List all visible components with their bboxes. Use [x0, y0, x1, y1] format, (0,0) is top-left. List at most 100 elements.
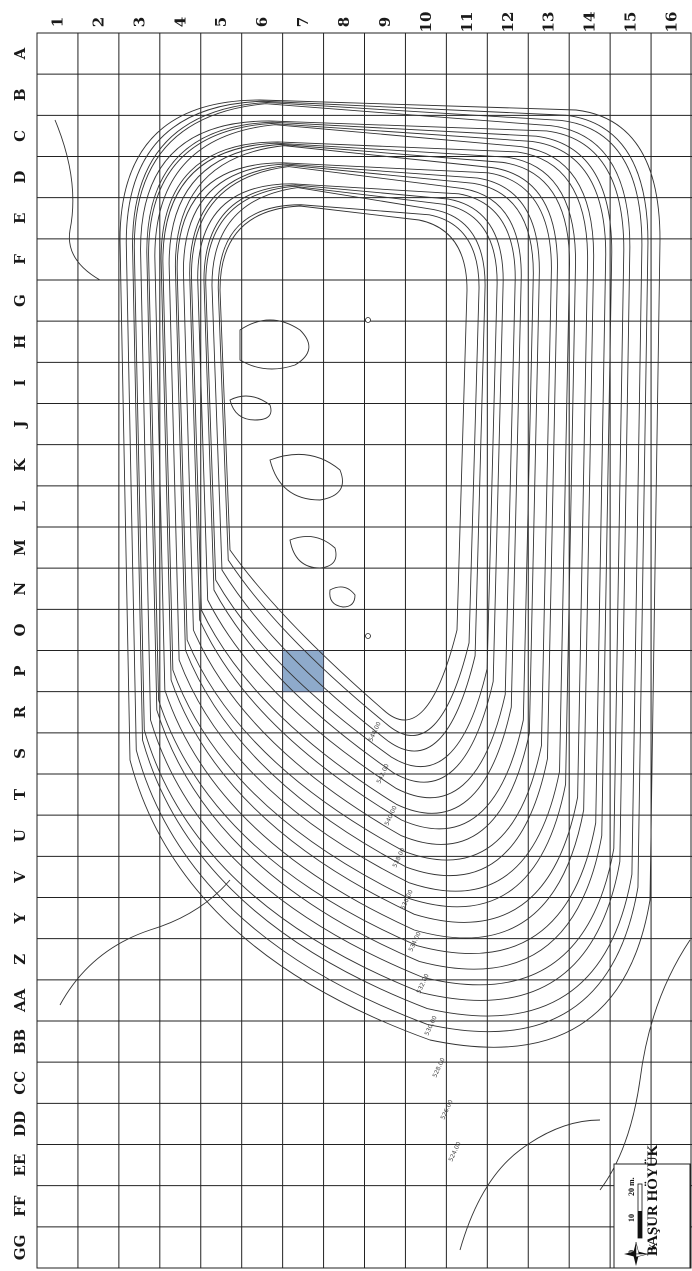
row-label: M: [11, 539, 29, 556]
column-label: 2: [89, 17, 107, 27]
column-label: 3: [130, 17, 148, 27]
row-label: K: [11, 458, 29, 472]
row-label: A: [11, 47, 29, 60]
row-label: T: [11, 788, 29, 800]
column-label: 12: [499, 12, 517, 33]
contour-line: [154, 124, 595, 939]
contour-line: [599, 939, 691, 1191]
summit-contour: [239, 319, 310, 370]
contour-line: [119, 99, 661, 1048]
contour-line: [205, 185, 498, 767]
column-label: 13: [540, 12, 558, 33]
contour-line: [182, 163, 540, 845]
elevation-label: 544.00: [367, 721, 382, 743]
summit-contour: [229, 395, 272, 421]
row-label: L: [11, 501, 29, 512]
row-label: EE: [11, 1154, 29, 1177]
row-label: CC: [11, 1071, 29, 1095]
contour-line: [217, 204, 480, 736]
contour-line: [132, 102, 643, 1017]
row-label: D: [11, 171, 29, 184]
contour-line: [190, 166, 522, 814]
row-label: P: [11, 665, 29, 676]
contour-line: [59, 879, 231, 1006]
contour-lines: [54, 99, 691, 1251]
row-label: Z: [11, 954, 29, 965]
row-label: FF: [11, 1195, 29, 1217]
contour-line: [148, 122, 607, 954]
north-letter: K: [648, 1243, 657, 1250]
row-label: N: [11, 582, 29, 596]
legend-title: BAŞUR HÖYÜK: [644, 1144, 661, 1256]
row-label: B: [11, 88, 29, 101]
north-arrow-icon: [624, 1241, 649, 1266]
contour-line: [54, 119, 101, 281]
elevation-label: 530.00: [423, 1015, 438, 1037]
scale-bar: 0 10 20 m.: [627, 1177, 643, 1254]
survey-point-icon: [365, 633, 371, 639]
column-label: 5: [212, 17, 230, 27]
column-labels: 1 2 3 4 5 6 7 8 9 10 11 12 13 14 15 16: [48, 12, 680, 33]
elevation-label: 526.00: [439, 1099, 454, 1121]
row-label: E: [11, 213, 29, 224]
column-label: 7: [294, 17, 312, 27]
row-label: DD: [11, 1111, 29, 1137]
row-label: V: [11, 871, 29, 884]
contour-line: [160, 141, 589, 923]
contour-line: [176, 162, 552, 861]
column-label: 11: [458, 12, 476, 33]
legend: BAŞUR HÖYÜK 0 10 20 m. K: [613, 1144, 691, 1269]
row-label: G: [11, 294, 29, 307]
row-label: O: [11, 623, 29, 636]
column-label: 6: [253, 17, 271, 27]
elevation-label: 528.00: [431, 1057, 446, 1079]
row-label: BB: [11, 1029, 29, 1054]
contour-line: [203, 184, 504, 783]
highlighted-square-p7: [282, 650, 324, 693]
column-label: 15: [622, 12, 640, 33]
contour-line: [168, 143, 570, 892]
column-label: 1: [48, 17, 66, 27]
contour-line: [133, 103, 631, 1001]
column-label: 16: [663, 12, 681, 33]
summit-contour: [329, 586, 356, 608]
elevation-label: 540.00: [383, 805, 398, 827]
elevation-label: 532.00: [415, 973, 430, 995]
contour-line: [211, 187, 486, 752]
summit-contour: [269, 453, 343, 501]
scale-tick-20: 20 m.: [627, 1177, 636, 1196]
contour-line: [140, 120, 625, 986]
column-label: 10: [417, 12, 435, 33]
elevation-label: 534.00: [407, 931, 422, 953]
contour-line: [219, 205, 468, 721]
contour-line: [174, 145, 558, 876]
contour-line: [162, 142, 577, 908]
row-label: F: [11, 254, 29, 265]
grid-lines: [36, 32, 692, 1269]
column-label: 9: [376, 17, 394, 27]
row-label: AA: [11, 988, 29, 1013]
contour-line: [146, 121, 613, 970]
elevation-label: 538.00: [391, 847, 406, 869]
contour-line: [125, 100, 649, 1032]
row-label: GG: [11, 1235, 29, 1261]
row-label: U: [11, 829, 29, 842]
row-label: I: [11, 379, 29, 386]
row-label: R: [11, 705, 29, 718]
summit-contour: [289, 535, 337, 569]
contour-line: [189, 164, 534, 830]
row-label: H: [11, 335, 29, 349]
elevation-labels: 544.00542.00540.00538.00536.00534.00532.…: [367, 721, 462, 1163]
scale-tick-10: 10: [627, 1214, 636, 1222]
column-label: 4: [171, 17, 189, 27]
row-label: S: [11, 748, 29, 759]
contour-line: [197, 183, 516, 799]
row-labels: A B C D E F G H I J K L M N O P R S T U V Y Z AA BB CC DD EE FF GG: [11, 47, 29, 1260]
column-label: 8: [335, 17, 353, 27]
row-label: J: [11, 421, 29, 430]
contour-line: [459, 1119, 601, 1251]
survey-point-icon: [365, 317, 371, 323]
column-label: 14: [581, 12, 599, 33]
row-label: C: [11, 130, 29, 142]
